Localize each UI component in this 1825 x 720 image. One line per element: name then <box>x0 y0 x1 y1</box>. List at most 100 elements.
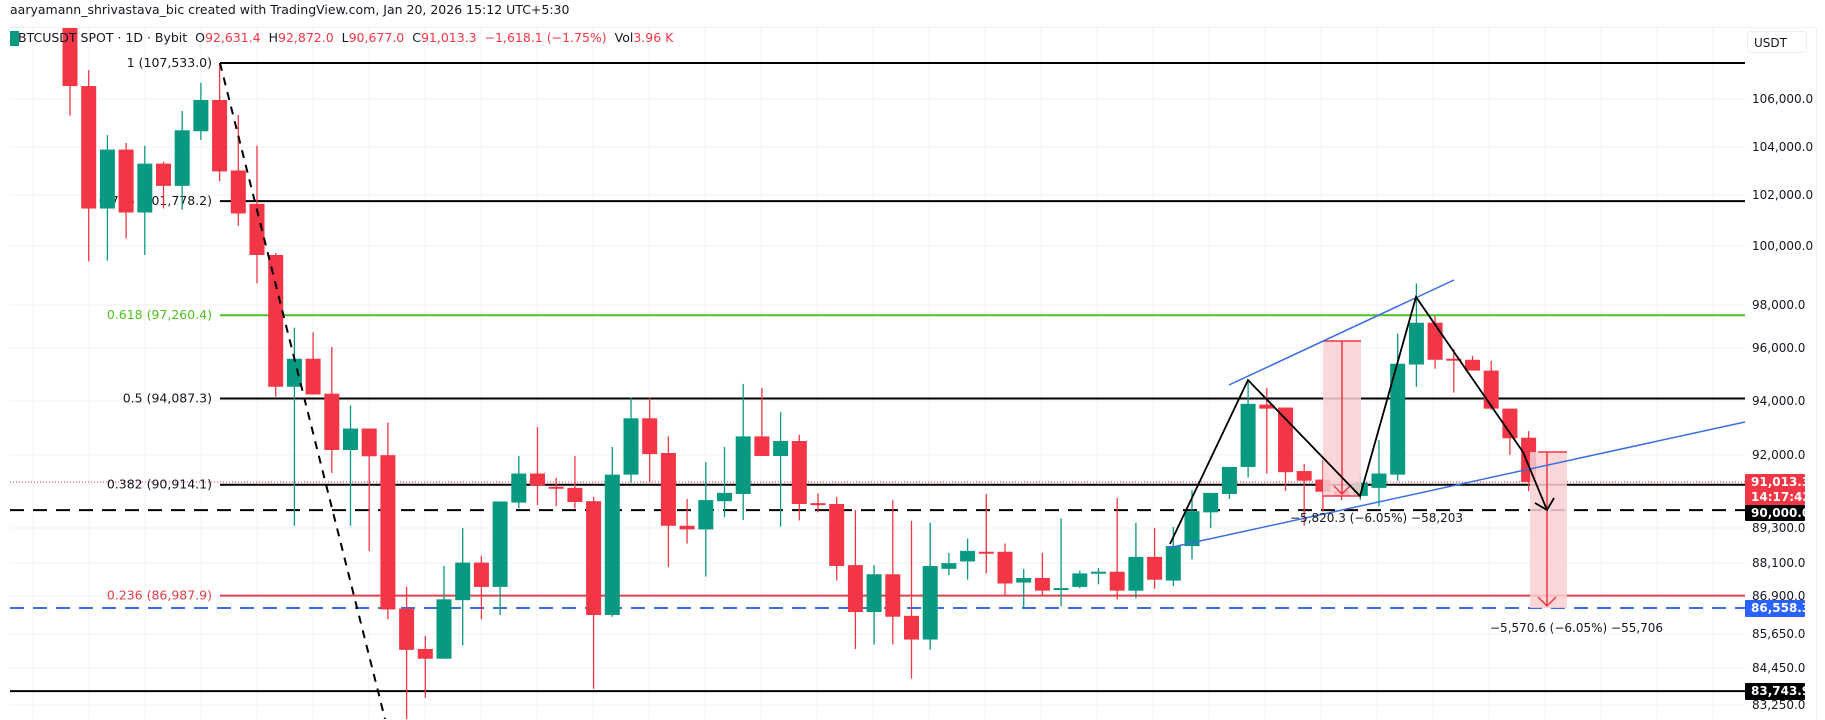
candle <box>904 520 919 679</box>
candle <box>1296 463 1312 526</box>
candle <box>249 145 265 284</box>
candle <box>1203 492 1219 529</box>
candle-body <box>380 455 396 610</box>
axis-tick-label: 96,000.0 <box>1752 341 1805 355</box>
candle-body <box>399 608 415 650</box>
candle-body <box>1203 492 1219 513</box>
fib-label-0.786: 0.786 (101,778.2) <box>99 193 212 208</box>
candle-body <box>810 503 826 506</box>
candle <box>436 565 452 659</box>
candle <box>1016 568 1032 609</box>
candle <box>829 497 845 581</box>
candle-body <box>904 615 919 640</box>
price-axis[interactable]: 106,000.0 104,000.0 102,000.0 100,000.0 98,0… <box>1745 28 1815 719</box>
candle <box>1483 360 1499 410</box>
candle <box>698 462 714 577</box>
fib-retracement[interactable]: 1 (107,533.0) 0.786 (101,778.2) 0.618 (97,… <box>99 55 1745 603</box>
candle <box>1091 567 1106 585</box>
axis-tick-label: 94,000.0 <box>1752 394 1805 408</box>
drawings[interactable]: −5,820.3 (−6.05%) −58,203 −5,570.6 (−6.0… <box>219 62 1746 719</box>
candle <box>1053 518 1069 607</box>
legend-color-square <box>10 31 19 46</box>
candle <box>156 161 171 209</box>
price-range-label-2: −5,570.6 (−6.05%) −55,706 <box>1490 621 1663 635</box>
axis-tick-label: 106,000.0 <box>1752 92 1813 106</box>
candle-body <box>1091 571 1106 574</box>
candle <box>1109 497 1125 600</box>
arrow-down-icon <box>1534 497 1555 512</box>
legend-open-label: O <box>195 30 205 45</box>
axis-tick-label: 100,000.0 <box>1752 239 1813 253</box>
candle <box>735 383 751 520</box>
pattern-zigzag[interactable] <box>1169 294 1548 545</box>
last-price-badge-text: 91,013.3 <box>1751 475 1810 489</box>
arrow-down-icon <box>1537 596 1557 608</box>
legend-low-label: L <box>341 30 349 45</box>
candle-body <box>791 441 807 504</box>
candle-body <box>118 149 134 213</box>
candle <box>118 142 134 239</box>
axis-tick-label: 102,000.0 <box>1752 188 1813 202</box>
candle-body <box>1408 322 1424 365</box>
candle-body <box>1371 473 1387 488</box>
candle <box>1465 355 1480 371</box>
candle-body <box>436 599 452 659</box>
price-range-box-2[interactable] <box>1530 452 1567 608</box>
candle-body <box>511 473 527 503</box>
candle-body <box>866 574 882 613</box>
axis-tick-label: 92,000.0 <box>1752 448 1805 462</box>
candle-body <box>1446 358 1462 361</box>
candle-body <box>847 565 863 613</box>
candle-body <box>754 436 770 456</box>
candle-body <box>623 418 639 475</box>
chart-frame <box>10 27 1817 720</box>
candle <box>81 70 97 262</box>
candle <box>567 455 583 509</box>
candle-body <box>286 358 302 387</box>
candle <box>922 522 938 650</box>
candle-body <box>212 100 228 172</box>
channel-lower-line[interactable] <box>1167 421 1746 549</box>
candle <box>885 500 901 645</box>
candle-body <box>922 565 938 640</box>
candle <box>1259 387 1275 474</box>
candle <box>343 405 358 526</box>
candle-body <box>1278 407 1293 473</box>
fib-trend-line[interactable] <box>219 62 386 719</box>
price-range-label-1: −5,820.3 (−6.05%) −58,203 <box>1290 511 1463 525</box>
legend-close: 91,013.3 <box>420 30 477 45</box>
candle-body <box>1296 471 1312 481</box>
candle <box>174 110 190 210</box>
candle <box>791 434 807 521</box>
candle-body <box>1390 363 1406 475</box>
fib-label-0.618: 0.618 (97,260.4) <box>107 307 212 322</box>
candle <box>623 397 639 483</box>
legend-vol-label: Vol <box>614 30 634 45</box>
candle-body <box>941 563 957 569</box>
candle-body <box>230 170 246 214</box>
candle-body <box>249 203 265 256</box>
currency-button[interactable]: USDT <box>1747 31 1807 53</box>
candle <box>492 501 508 615</box>
level-badge-86558-text: 86,558.3 <box>1751 601 1810 615</box>
candle <box>305 332 321 395</box>
candle-body <box>679 525 695 530</box>
candle-body <box>1240 403 1256 467</box>
fib-label-0.5: 0.5 (94,087.3) <box>123 391 212 406</box>
candle <box>455 528 471 646</box>
candle-body <box>586 501 602 615</box>
candle-body <box>1259 404 1275 409</box>
candle-body <box>773 441 789 456</box>
candle-body <box>1502 408 1518 439</box>
legend-symbol[interactable]: BTCUSDT SPOT · 1D · Bybit <box>18 30 188 45</box>
candle-body <box>642 418 658 455</box>
candle <box>1184 490 1200 560</box>
candle-body <box>1072 573 1088 587</box>
candles <box>62 28 1537 719</box>
candle-body <box>156 163 171 186</box>
fib-label-0.236: 0.236 (86,987.9) <box>107 588 212 603</box>
candle-body <box>604 474 620 615</box>
candle-body <box>1053 588 1069 591</box>
candle-body <box>1165 546 1181 581</box>
